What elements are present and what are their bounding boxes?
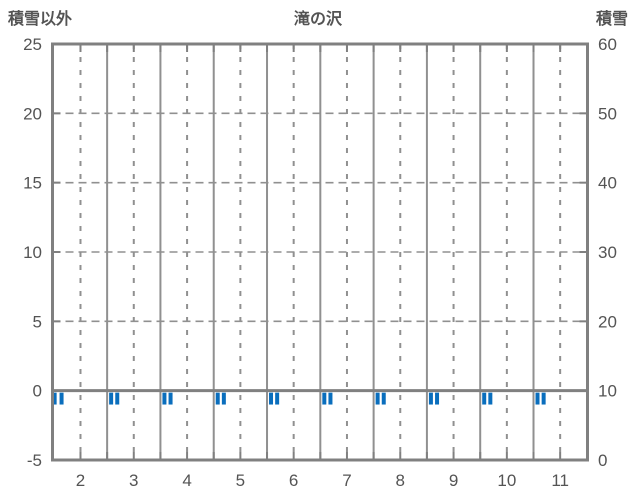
x-axis-tick-label: 11 — [551, 471, 569, 490]
right-axis-tick-label: 50 — [598, 104, 617, 123]
data-bar[interactable] — [269, 392, 274, 405]
data-bar[interactable] — [52, 392, 57, 405]
data-bar[interactable] — [59, 392, 64, 405]
x-axis-tick-label: 7 — [342, 471, 351, 490]
left-axis-tick-label: 25 — [23, 35, 42, 54]
data-bar[interactable] — [221, 392, 226, 405]
x-axis-tick-label: 6 — [289, 471, 298, 490]
right-axis-tick-label: 60 — [598, 35, 617, 54]
x-axis-tick-label: 10 — [497, 471, 516, 490]
left-axis-tick-label: 5 — [33, 312, 42, 331]
x-axis-tick-label: 9 — [449, 471, 458, 490]
data-bar[interactable] — [482, 392, 487, 405]
right-axis-tick-label: 0 — [598, 451, 607, 470]
chart-title: 滝の沢 — [293, 11, 342, 28]
left-axis-title: 積雪以外 — [8, 11, 73, 28]
x-axis-tick-label: 3 — [129, 471, 138, 490]
data-bar[interactable] — [109, 392, 114, 405]
x-axis-tick-label: 4 — [182, 471, 191, 490]
left-axis-tick-label: -5 — [27, 451, 42, 470]
data-bar[interactable] — [115, 392, 120, 405]
data-bar[interactable] — [428, 392, 433, 405]
left-axis-tick-label: 10 — [23, 243, 42, 262]
data-bar[interactable] — [381, 392, 386, 405]
data-bar[interactable] — [322, 392, 327, 405]
right-axis-tick-label: 40 — [598, 174, 617, 193]
left-axis-tick-label: 0 — [33, 382, 42, 401]
left-axis-tick-label: 20 — [23, 104, 42, 123]
right-axis-tick-label: 10 — [598, 382, 617, 401]
right-axis-tick-label: 30 — [598, 243, 617, 262]
data-bar[interactable] — [215, 392, 220, 405]
left-axis-tick-label: 15 — [23, 174, 42, 193]
data-bar[interactable] — [541, 392, 546, 405]
data-bar[interactable] — [435, 392, 440, 405]
data-bar[interactable] — [162, 392, 167, 405]
x-axis-tick-label: 8 — [396, 471, 405, 490]
data-bar[interactable] — [328, 392, 333, 405]
x-axis-tick-label: 2 — [76, 471, 85, 490]
data-bar[interactable] — [168, 392, 173, 405]
right-axis-title: 積雪 — [595, 11, 628, 28]
right-axis-tick-label: 20 — [598, 312, 617, 331]
data-bar[interactable] — [535, 392, 540, 405]
data-bar[interactable] — [375, 392, 380, 405]
x-axis-tick-label: 5 — [236, 471, 245, 490]
data-bar[interactable] — [488, 392, 493, 405]
data-bar[interactable] — [275, 392, 280, 405]
